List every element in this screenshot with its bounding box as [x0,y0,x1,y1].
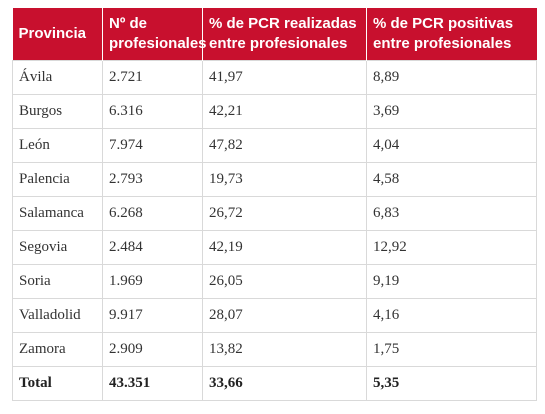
cell-pcr-realizadas: 41,97 [202,60,367,95]
cell-provincia: Zamora [12,332,103,367]
cell-pcr-positivas: 6,83 [366,196,537,231]
table-body: Ávila 2.721 41,97 8,89 Burgos 6.316 42,21 3,69 L… [12,60,537,401]
cell-num-profesionales: 9.917 [102,298,203,333]
header-pcr-realizadas: % de PCR realizadas entre profesionales [202,8,367,61]
total-cell-num-profesionales: 43.351 [102,366,203,401]
table-row: Ávila 2.721 41,97 8,89 [12,60,537,95]
table-row: León 7.974 47,82 4,04 [12,128,537,163]
header-line: profesionales [109,35,207,52]
cell-num-profesionales: 7.974 [102,128,203,163]
cell-pcr-realizadas: 26,05 [202,264,367,299]
table-row: Burgos 6.316 42,21 3,69 [12,94,537,129]
header-line: entre profesionales [209,35,348,52]
total-cell-pcr-realizadas: 33,66 [202,366,367,401]
cell-provincia: Palencia [12,162,103,197]
table-total-row: Total 43.351 33,66 5,35 [12,366,537,401]
cell-num-profesionales: 6.268 [102,196,203,231]
cell-pcr-positivas: 4,04 [366,128,537,163]
cell-provincia: Ávila [12,60,103,95]
cell-provincia: Soria [12,264,103,299]
cell-pcr-positivas: 8,89 [366,60,537,95]
header-line: % de PCR positivas [373,15,514,32]
cell-pcr-realizadas: 47,82 [202,128,367,163]
header-pcr-positivas: % de PCR positivas entre profesionales [366,8,537,61]
header-provincia-label: Provincia [18,25,87,42]
cell-num-profesionales: 2.484 [102,230,203,265]
cell-pcr-realizadas: 42,21 [202,94,367,129]
table-row: Salamanca 6.268 26,72 6,83 [12,196,537,231]
header-line: % de PCR realizadas [209,15,357,32]
table-row: Zamora 2.909 13,82 1,75 [12,332,537,367]
cell-num-profesionales: 2.909 [102,332,203,367]
table-row: Valladolid 9.917 28,07 4,16 [12,298,537,333]
table-row: Segovia 2.484 42,19 12,92 [12,230,537,265]
cell-pcr-positivas: 3,69 [366,94,537,129]
header-line: Nº de [109,15,147,32]
cell-pcr-positivas: 4,58 [366,162,537,197]
cell-pcr-realizadas: 13,82 [202,332,367,367]
cell-pcr-realizadas: 42,19 [202,230,367,265]
header-provincia: Provincia [12,8,103,61]
pcr-professionals-table: Provincia Nº de profesionales % de PCR r… [12,8,537,401]
cell-provincia: Burgos [12,94,103,129]
header-num-profesionales: Nº de profesionales [102,8,207,61]
total-cell-pcr-positivas: 5,35 [366,366,537,401]
cell-pcr-realizadas: 19,73 [202,162,367,197]
cell-num-profesionales: 2.793 [102,162,203,197]
cell-pcr-positivas: 4,16 [366,298,537,333]
cell-pcr-realizadas: 26,72 [202,196,367,231]
cell-pcr-positivas: 9,19 [366,264,537,299]
pcr-table-container: Provincia Nº de profesionales % de PCR r… [12,8,537,401]
header-line: entre profesionales [373,35,512,52]
cell-num-profesionales: 1.969 [102,264,203,299]
cell-num-profesionales: 6.316 [102,94,203,129]
cell-provincia: Segovia [12,230,103,265]
cell-pcr-positivas: 1,75 [366,332,537,367]
total-cell-provincia: Total [12,366,103,401]
table-row: Soria 1.969 26,05 9,19 [12,264,537,299]
table-row: Palencia 2.793 19,73 4,58 [12,162,537,197]
cell-pcr-realizadas: 28,07 [202,298,367,333]
cell-pcr-positivas: 12,92 [366,230,537,265]
cell-provincia: Valladolid [12,298,103,333]
table-header-row: Provincia Nº de profesionales % de PCR r… [12,8,537,61]
cell-provincia: Salamanca [12,196,103,231]
cell-num-profesionales: 2.721 [102,60,203,95]
cell-provincia: León [12,128,103,163]
